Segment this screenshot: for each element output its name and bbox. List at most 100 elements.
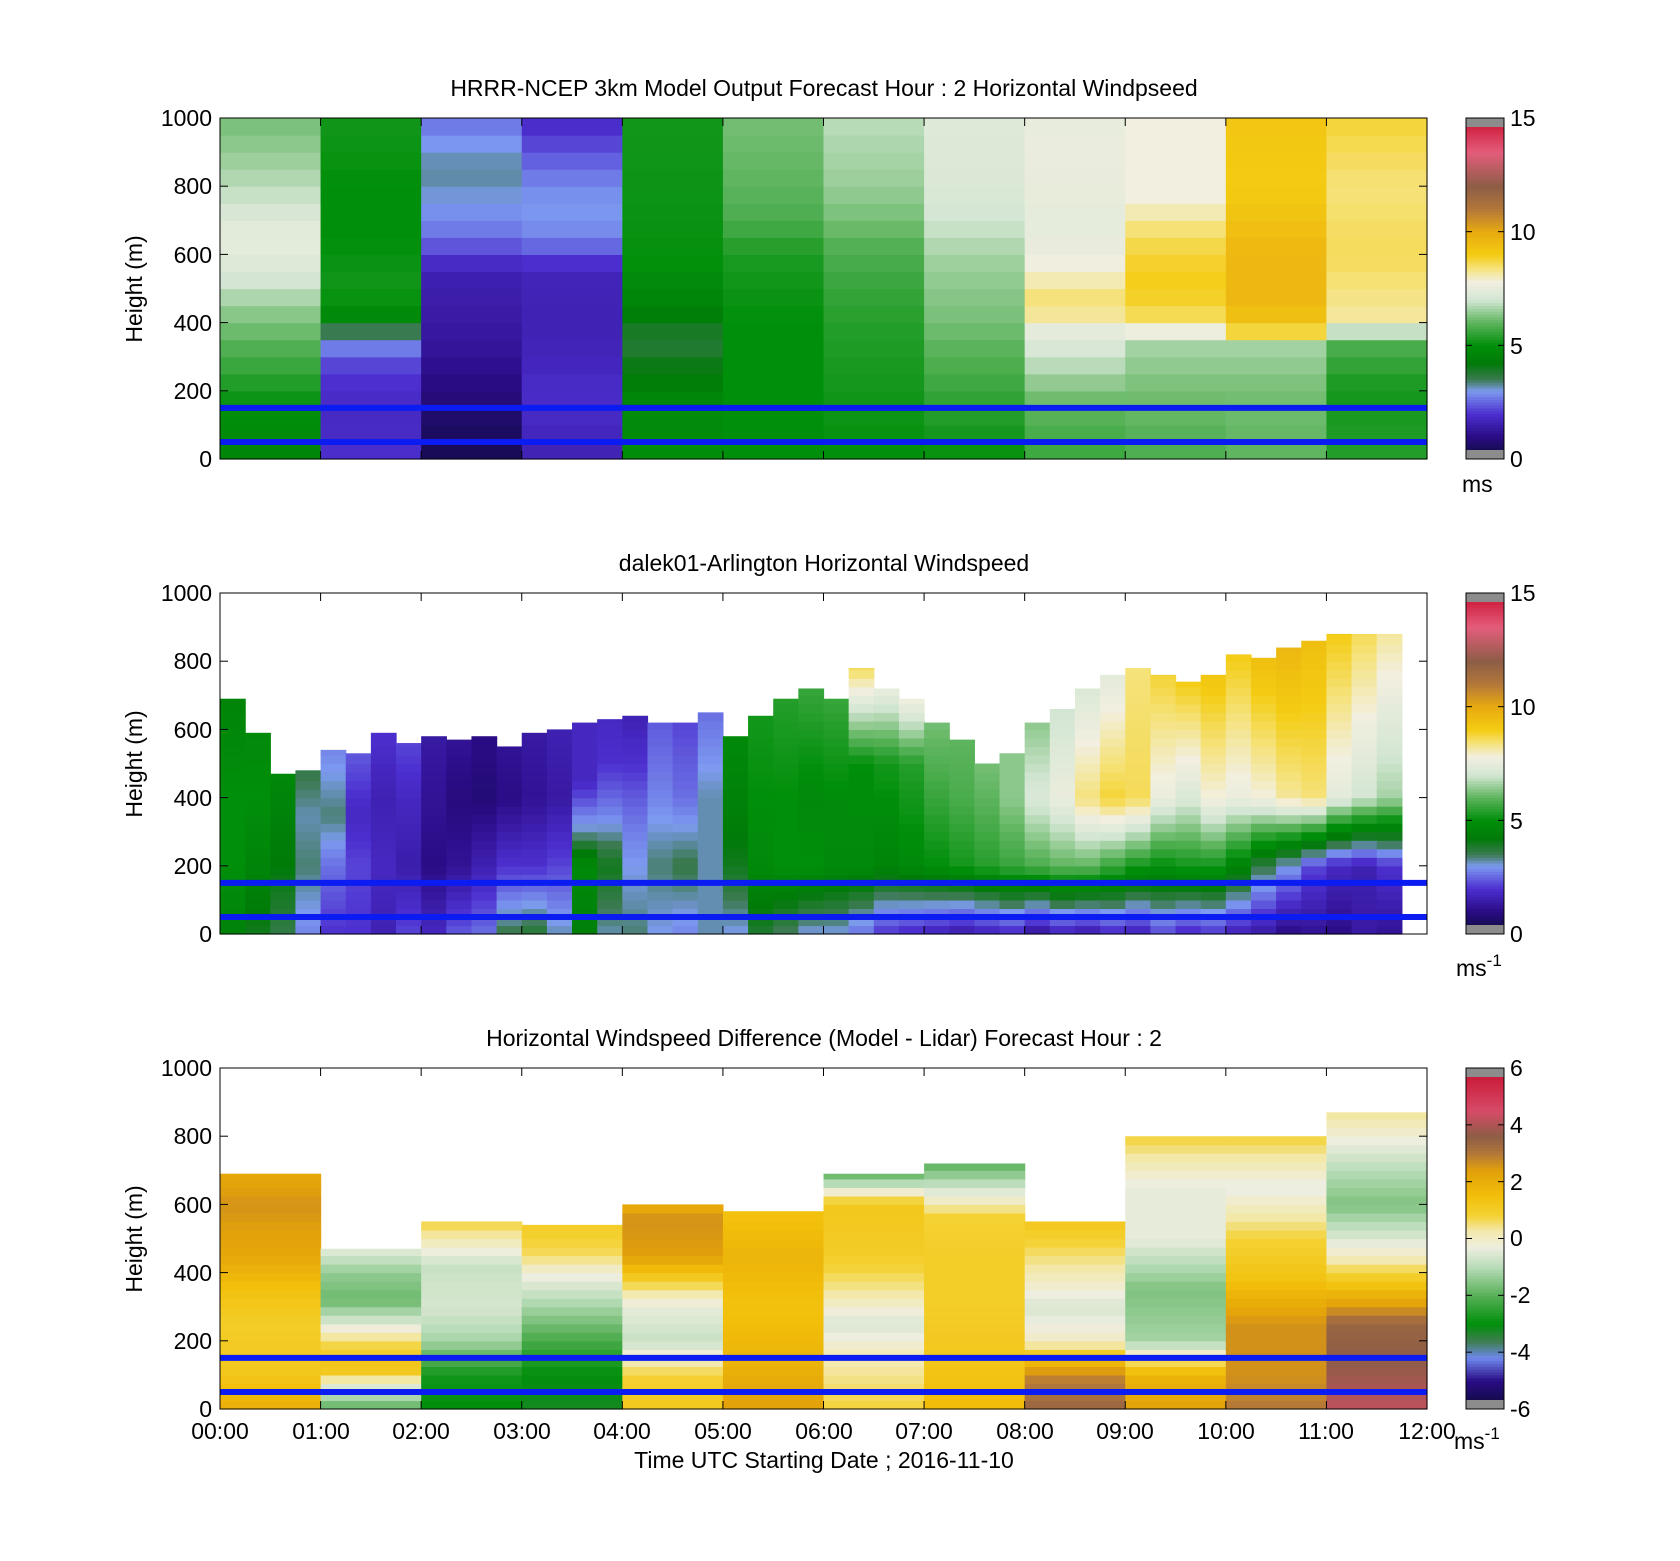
heatmap-cell xyxy=(220,1349,322,1359)
heatmap-cell xyxy=(1376,678,1403,688)
panel-difference-colorbar-unit: ms-1 xyxy=(1454,1424,1500,1454)
colorbar-swatch xyxy=(1466,1178,1504,1183)
colorbar-swatch xyxy=(1466,1093,1504,1097)
heatmap-cell xyxy=(722,1247,825,1257)
heatmap-cell xyxy=(1024,1306,1126,1316)
colorbar-swatch xyxy=(1466,1391,1504,1396)
heatmap-cell xyxy=(1376,848,1403,858)
heatmap-cell xyxy=(421,169,523,187)
heatmap-cell xyxy=(1125,305,1227,324)
heatmap-cell xyxy=(1326,857,1353,867)
colorbar-swatch xyxy=(1466,126,1504,130)
heatmap-cell xyxy=(396,925,422,935)
colorbar-swatch xyxy=(1466,1326,1504,1330)
heatmap-cell xyxy=(421,203,523,221)
colorbar-swatch xyxy=(1466,720,1504,725)
heatmap-cell xyxy=(748,831,774,841)
colorbar-swatch xyxy=(1466,732,1504,736)
heatmap-cell xyxy=(722,1315,825,1325)
heatmap-cell xyxy=(672,916,699,927)
heatmap-cell xyxy=(396,916,422,927)
heatmap-cell xyxy=(345,857,372,867)
heatmap-cell xyxy=(320,831,347,841)
colorbar-swatch xyxy=(1466,851,1504,855)
heatmap-cell xyxy=(697,874,724,884)
heatmap-cell xyxy=(924,780,950,790)
colorbar-swatch xyxy=(1466,186,1504,190)
heatmap-cell xyxy=(672,754,699,765)
panel-difference-xtick-label: 02:00 xyxy=(392,1418,450,1444)
heatmap-cell xyxy=(320,1306,422,1316)
heatmap-cell xyxy=(1125,737,1151,748)
heatmap-cell xyxy=(647,772,674,782)
heatmap-cell xyxy=(722,754,749,765)
heatmap-cell xyxy=(949,848,975,858)
heatmap-cell xyxy=(370,814,397,824)
heatmap-cell xyxy=(1276,746,1302,756)
heatmap-cell xyxy=(1100,814,1126,824)
heatmap-cell xyxy=(924,1374,1026,1385)
heatmap-cell xyxy=(1024,722,1051,730)
heatmap-cell xyxy=(773,857,799,867)
heatmap-cell xyxy=(245,789,271,799)
heatmap-cell xyxy=(1200,797,1227,807)
heatmap-cell xyxy=(1326,703,1353,713)
heatmap-cell xyxy=(873,848,900,858)
heatmap-cell xyxy=(848,840,875,850)
heatmap-cell xyxy=(1125,288,1227,307)
colorbar-swatch xyxy=(1466,223,1504,227)
heatmap-cell xyxy=(823,1391,925,1402)
heatmap-cell xyxy=(1024,848,1051,858)
heatmap-cell xyxy=(320,118,422,136)
colorbar-swatch xyxy=(1466,672,1504,676)
heatmap-cell xyxy=(1225,1247,1328,1257)
heatmap-cell xyxy=(1376,840,1403,850)
heatmap-cell xyxy=(647,789,674,799)
colorbar-swatch xyxy=(1466,422,1504,426)
heatmap-cell xyxy=(1200,814,1227,824)
heatmap-cell xyxy=(546,763,573,773)
heatmap-cell xyxy=(924,1255,1026,1265)
heatmap-cell xyxy=(270,874,297,884)
heatmap-cell xyxy=(1326,1315,1428,1325)
heatmap-cell xyxy=(270,789,297,799)
colorbar-swatch xyxy=(1466,194,1504,199)
heatmap-cell xyxy=(848,848,875,858)
heatmap-cell xyxy=(773,891,799,901)
heatmap-cell xyxy=(1175,737,1202,748)
colorbar-swatch xyxy=(1466,316,1504,321)
heatmap-cell xyxy=(622,729,649,739)
heatmap-cell xyxy=(1250,823,1277,833)
heatmap-cell xyxy=(521,1400,623,1410)
heatmap-cell xyxy=(722,1212,825,1223)
heatmap-cell xyxy=(421,356,523,375)
heatmap-cell xyxy=(572,722,598,730)
heatmap-cell xyxy=(1100,712,1126,722)
heatmap-cell xyxy=(597,831,623,841)
heatmap-cell xyxy=(1125,237,1227,255)
heatmap-cell xyxy=(1326,1306,1428,1316)
heatmap-cell xyxy=(1175,908,1202,918)
heatmap-cell xyxy=(924,831,950,841)
heatmap-cell xyxy=(1125,135,1227,153)
heatmap-cell xyxy=(471,763,498,773)
heatmap-cell xyxy=(722,237,825,255)
heatmap-cell xyxy=(773,882,799,892)
heatmap-cell xyxy=(1074,874,1101,884)
panel-difference-colorbar-tick-label: 2 xyxy=(1510,1169,1523,1195)
heatmap-cell xyxy=(320,891,347,901)
heatmap-cell xyxy=(748,729,774,739)
heatmap-cell xyxy=(396,865,422,875)
heatmap-cell xyxy=(622,746,649,756)
heatmap-cell xyxy=(320,1289,422,1299)
heatmap-cell xyxy=(421,441,523,460)
heatmap-cell xyxy=(1175,681,1202,688)
heatmap-cell xyxy=(1351,882,1378,892)
heatmap-cell xyxy=(898,840,925,850)
heatmap-cell xyxy=(1150,823,1177,833)
heatmap-cell xyxy=(345,754,372,765)
heatmap-cell xyxy=(873,737,900,748)
heatmap-cell xyxy=(924,899,950,910)
colorbar-swatch xyxy=(1466,1229,1504,1234)
heatmap-cell xyxy=(622,271,724,290)
